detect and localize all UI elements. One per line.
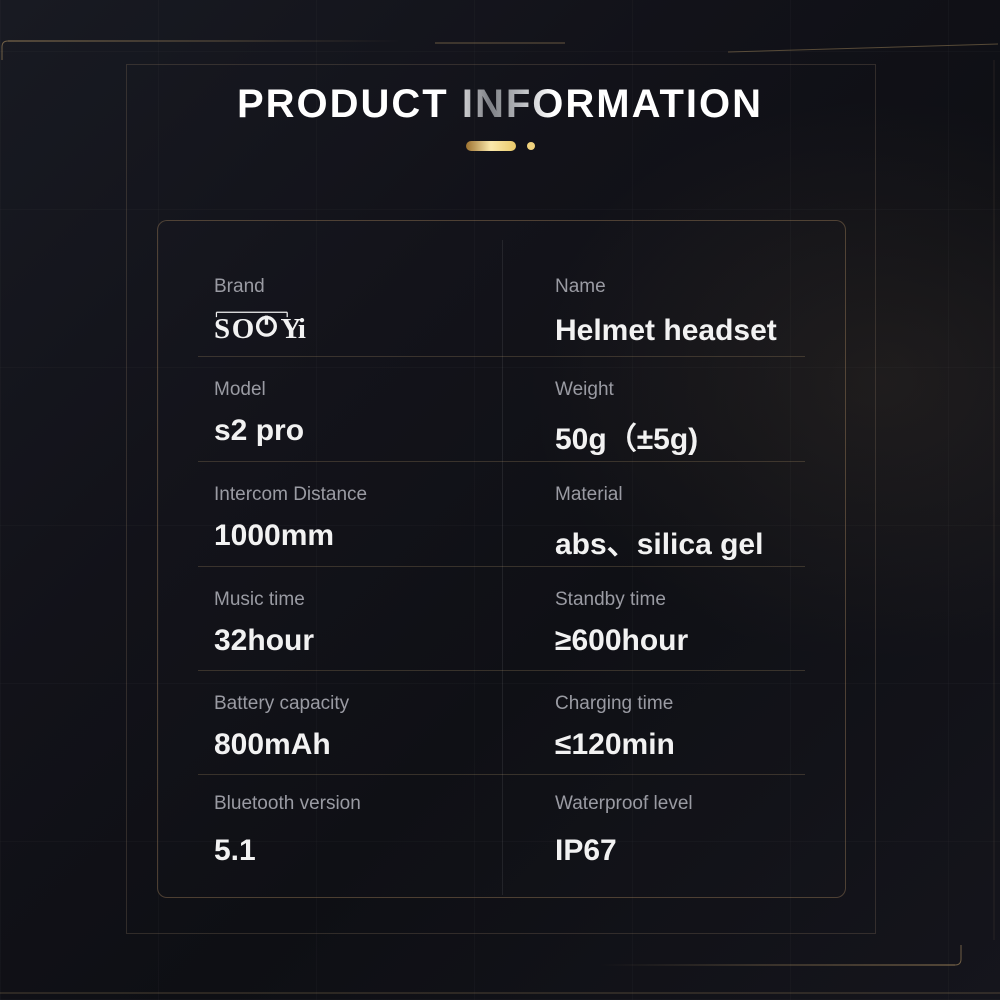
svg-text:Yi: Yi (280, 313, 305, 345)
svg-text:O: O (232, 313, 255, 345)
svg-text:S: S (214, 313, 229, 345)
